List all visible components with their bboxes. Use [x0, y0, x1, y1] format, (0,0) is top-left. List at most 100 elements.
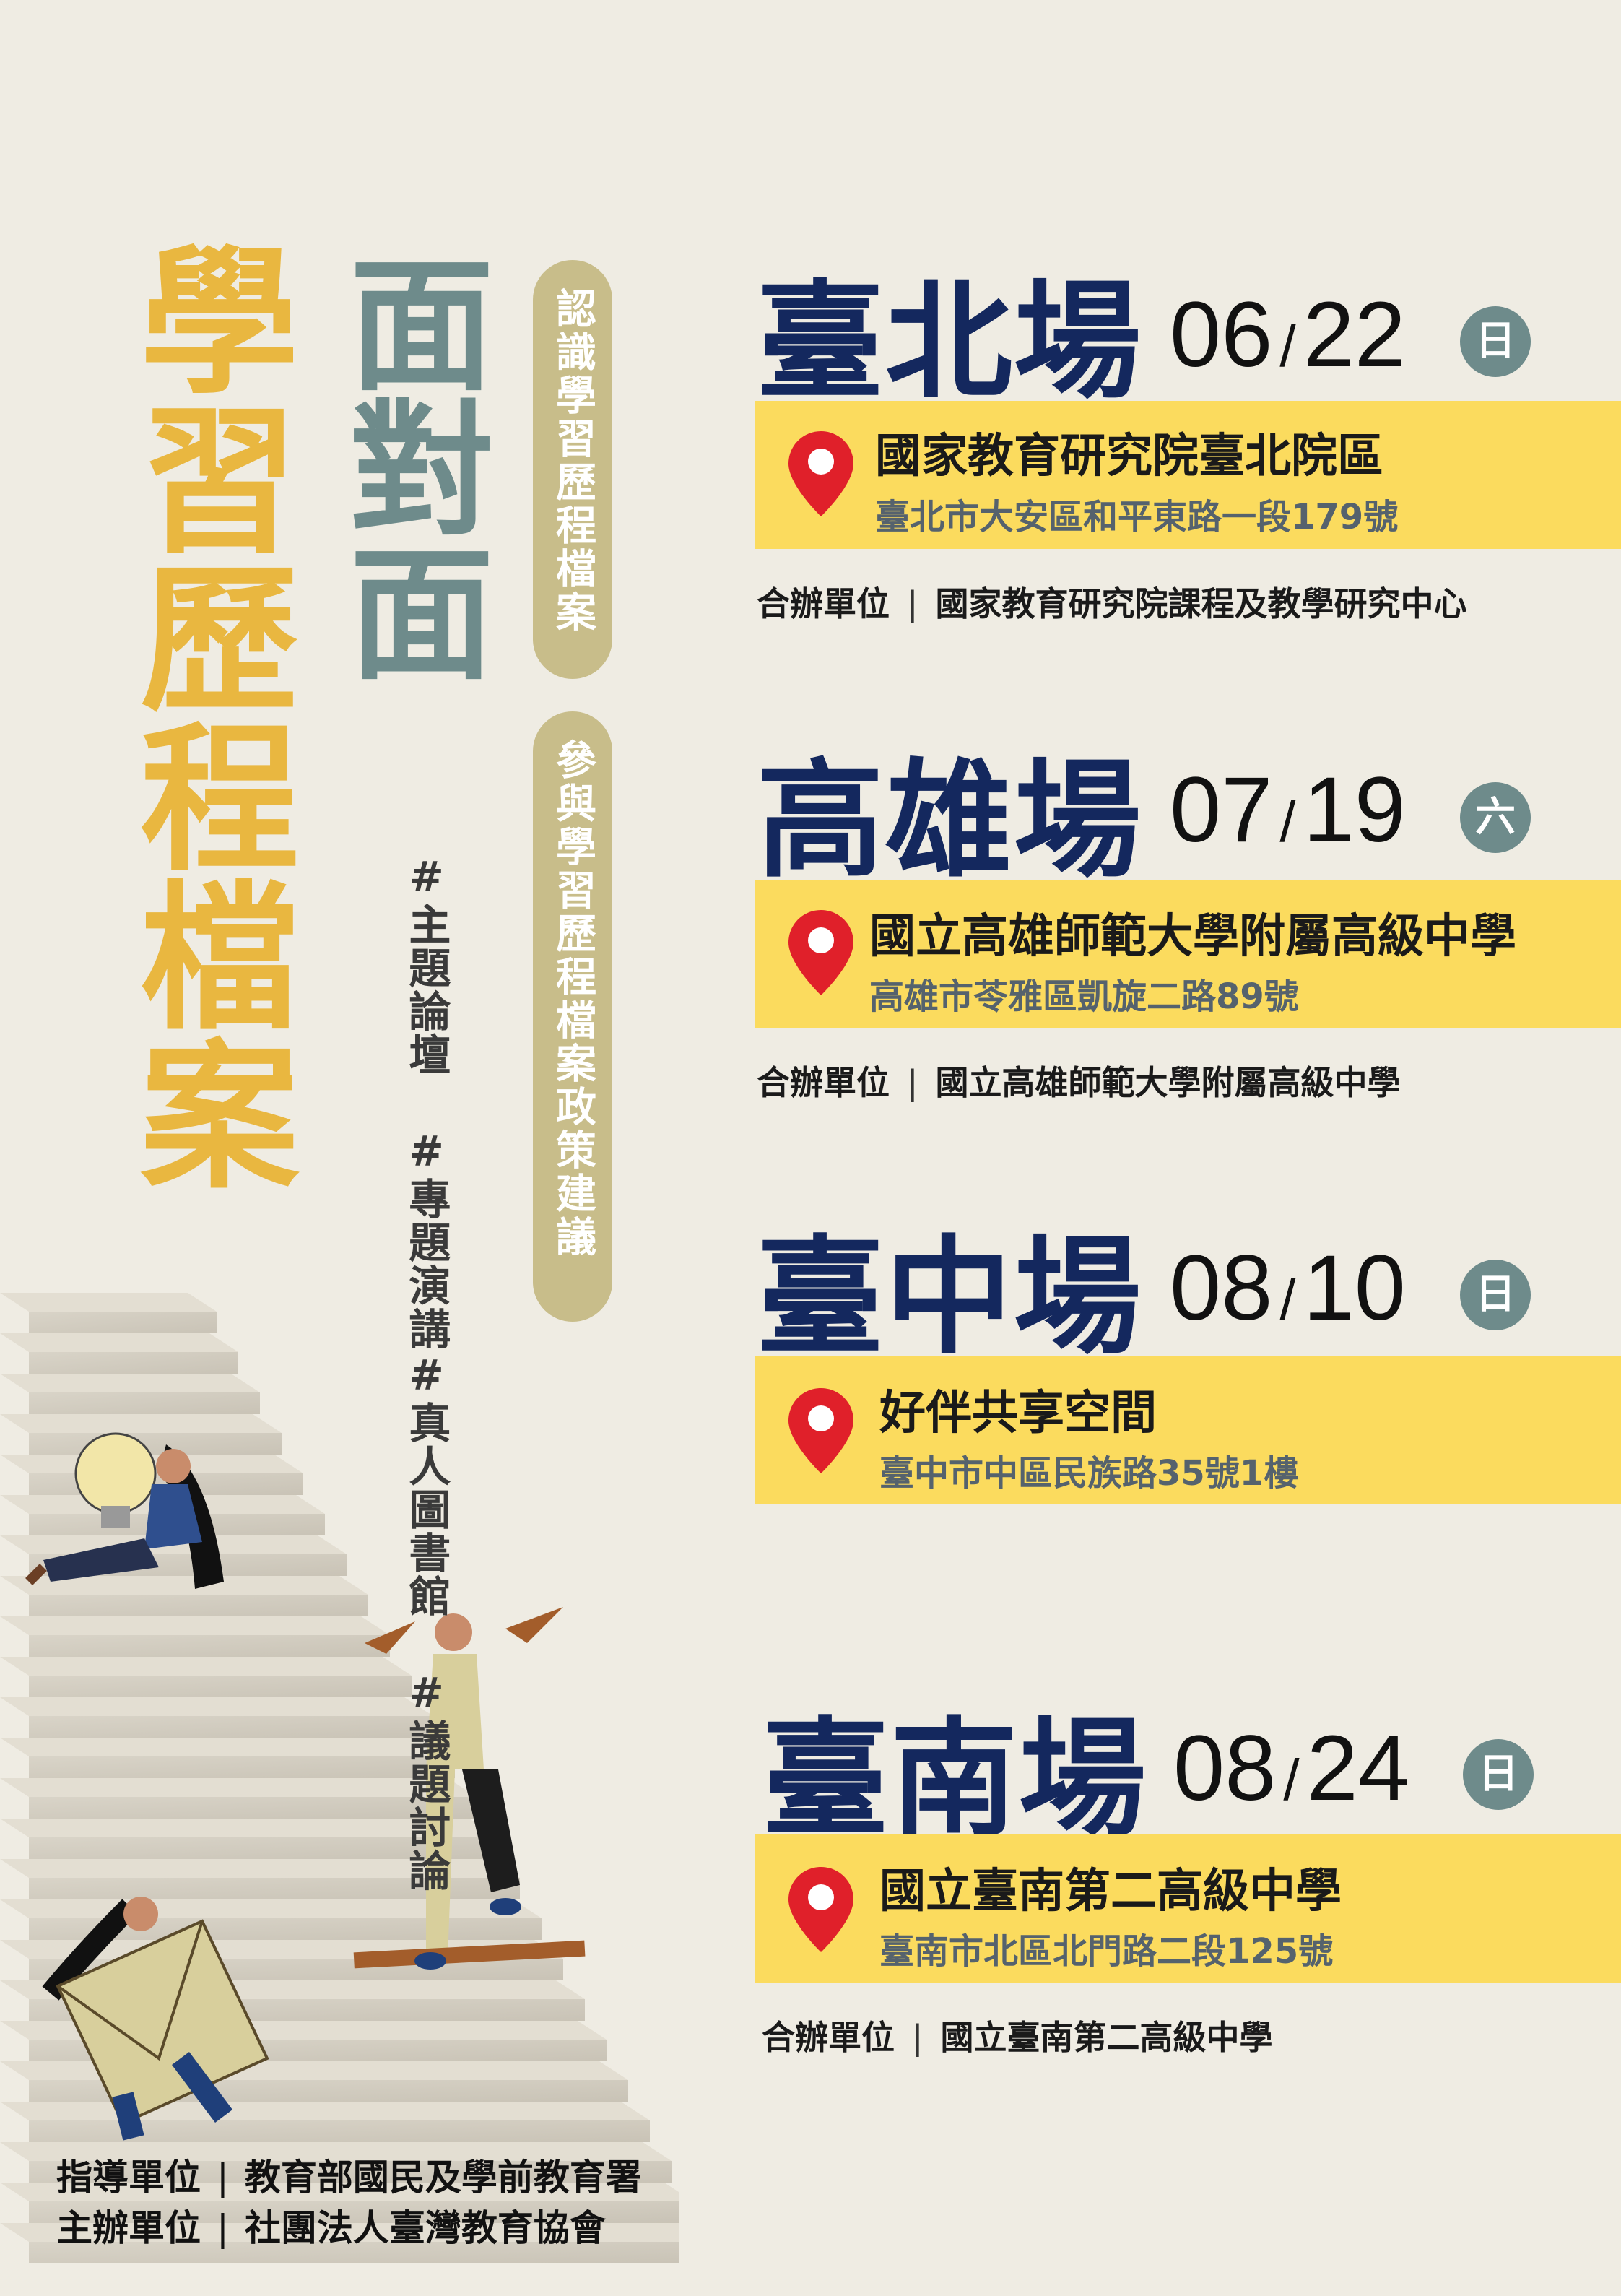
co-organizer-name: 國立高雄師範大學附屬高級中學 — [935, 1063, 1401, 1102]
divider: | — [217, 2207, 229, 2249]
event-month: 06 — [1170, 283, 1273, 386]
stair-step — [0, 2142, 672, 2161]
hashtag-list: #主題論壇 #專題演講 #真人圖書館 #議題討論 — [360, 794, 455, 1892]
stair-riser — [29, 1716, 433, 1738]
venue-address: 臺北市大安區和平東路一段179號 — [875, 497, 1399, 537]
weekday-badge: 日 — [1460, 1260, 1531, 1330]
stair-riser — [29, 1797, 477, 1819]
stair-step — [0, 1859, 520, 1878]
stair-step — [0, 2183, 679, 2201]
guide-unit-name: 教育部國民及學前教育署 — [244, 2157, 642, 2198]
co-organizer: 合辦單位 | 國立臺南第二高級中學 — [762, 2011, 1273, 2059]
location-pin-icon — [788, 1867, 853, 1952]
stair-riser — [29, 1635, 390, 1657]
date-slash: / — [1279, 1268, 1296, 1332]
guide-unit-label: 指導單位 — [56, 2157, 201, 2198]
stair-riser — [29, 1837, 498, 1859]
location-pin-icon — [788, 910, 853, 995]
main-title: 學習歷程檔案 — [113, 238, 298, 1192]
event-month: 08 — [1170, 1236, 1273, 1340]
stair-riser — [29, 1312, 217, 1333]
stair-step — [0, 1293, 217, 1312]
host-unit-label: 主辦單位 — [56, 2207, 201, 2249]
event-date: 08/10 — [1170, 1235, 1406, 1341]
venue-bar — [755, 880, 1621, 1028]
event-city: 高雄場 — [757, 747, 1143, 895]
venue-name: 國立臺南第二高級中學 — [879, 1865, 1342, 1918]
venue-address: 高雄市苓雅區凱旋二路89號 — [869, 976, 1299, 1017]
divider: | — [217, 2157, 229, 2198]
weekday-badge: 六 — [1460, 782, 1531, 853]
pill-learn-text: 認識學習歷程檔案 — [549, 287, 596, 634]
venue-name: 好伴共享空間 — [879, 1387, 1157, 1440]
stair-step — [0, 1374, 260, 1392]
pill-participate-text: 參與學習歷程檔案政策建議 — [549, 739, 596, 1259]
event-day: 24 — [1306, 1717, 1409, 1820]
stair-step — [0, 1697, 433, 1716]
stair-riser — [29, 1595, 368, 1616]
stair-step — [0, 2223, 679, 2242]
pill-participate: 參與學習歷程檔案政策建議 — [533, 711, 612, 1322]
venue-name: 國立高雄師範大學附屬高級中學 — [869, 910, 1516, 963]
venue-bar — [755, 1356, 1621, 1504]
co-organizer-name: 國家教育研究院課程及教學研究中心 — [935, 584, 1467, 623]
stair-riser — [29, 1352, 238, 1374]
venue-address: 臺南市北區北門路二段125號 — [879, 1931, 1334, 1972]
venue-bar — [755, 1834, 1621, 1983]
divider: | — [907, 584, 918, 623]
stair-step — [0, 1819, 498, 1837]
man-with-paper-plane-illustration — [353, 1607, 586, 1970]
stair-riser — [29, 2201, 679, 2223]
stair-step — [0, 1576, 368, 1595]
staircase-illustration — [0, 1293, 679, 2263]
co-organizer-label: 合辦單位 — [757, 584, 890, 623]
divider: | — [907, 1063, 918, 1102]
event-month: 08 — [1173, 1717, 1277, 1820]
stair-step — [0, 1778, 477, 1797]
co-organizer: 合辦單位 | 國家教育研究院課程及教學研究中心 — [757, 578, 1467, 625]
stair-riser — [29, 2161, 672, 2183]
stair-step — [0, 1333, 238, 1352]
event-city: 臺北場 — [757, 268, 1143, 416]
stair-riser — [29, 1676, 412, 1697]
stair-riser — [29, 1756, 455, 1778]
event-date: 07/19 — [1170, 757, 1406, 863]
event-city: 臺南場 — [762, 1705, 1148, 1853]
location-pin-icon — [788, 1388, 853, 1473]
venue-bar — [755, 401, 1621, 549]
guide-unit: 指導單位 | 教育部國民及學前教育署 — [56, 2149, 642, 2201]
stair-riser — [29, 1392, 260, 1414]
divider: | — [912, 2018, 924, 2057]
pill-learn: 認識學習歷程檔案 — [533, 260, 612, 679]
hashtag-line-1: #主題論壇 #專題演講 — [401, 852, 451, 1351]
host-unit-name: 社團法人臺灣教育協會 — [244, 2207, 606, 2249]
event-date: 06/22 — [1170, 282, 1406, 388]
stair-riser — [29, 1433, 282, 1455]
co-organizer-label: 合辦單位 — [757, 1063, 890, 1102]
date-slash: / — [1279, 314, 1296, 378]
stair-step — [0, 1616, 390, 1635]
event-city: 臺中場 — [757, 1223, 1143, 1372]
event-day: 22 — [1303, 283, 1406, 386]
event-day: 10 — [1303, 1236, 1406, 1340]
hashtag-line-2: #真人圖書館 #議題討論 — [401, 1351, 451, 1892]
date-slash: / — [1279, 789, 1296, 854]
stair-step — [0, 1899, 542, 1918]
co-organizer: 合辦單位 | 國立高雄師範大學附屬高級中學 — [757, 1057, 1401, 1104]
stair-riser — [29, 2242, 679, 2263]
weekday-badge: 日 — [1463, 1739, 1534, 1810]
location-pin-icon — [788, 431, 853, 516]
co-organizer-label: 合辦單位 — [762, 2018, 895, 2057]
sub-title: 面對面 — [324, 249, 492, 683]
date-slash: / — [1283, 1748, 1300, 1812]
event-day: 19 — [1303, 758, 1406, 862]
host-unit: 主辦單位 | 社團法人臺灣教育協會 — [56, 2199, 606, 2251]
woman-with-envelope-illustration — [42, 1897, 269, 2141]
venue-address: 臺中市中區民族路35號1樓 — [879, 1453, 1299, 1494]
venue-name: 國家教育研究院臺北院區 — [875, 430, 1383, 483]
stair-step — [0, 1657, 412, 1676]
stair-step — [0, 1414, 282, 1433]
weekday-badge: 日 — [1460, 306, 1531, 377]
woman-with-lightbulb-illustration — [25, 1432, 224, 1589]
stair-step — [0, 2102, 650, 2120]
